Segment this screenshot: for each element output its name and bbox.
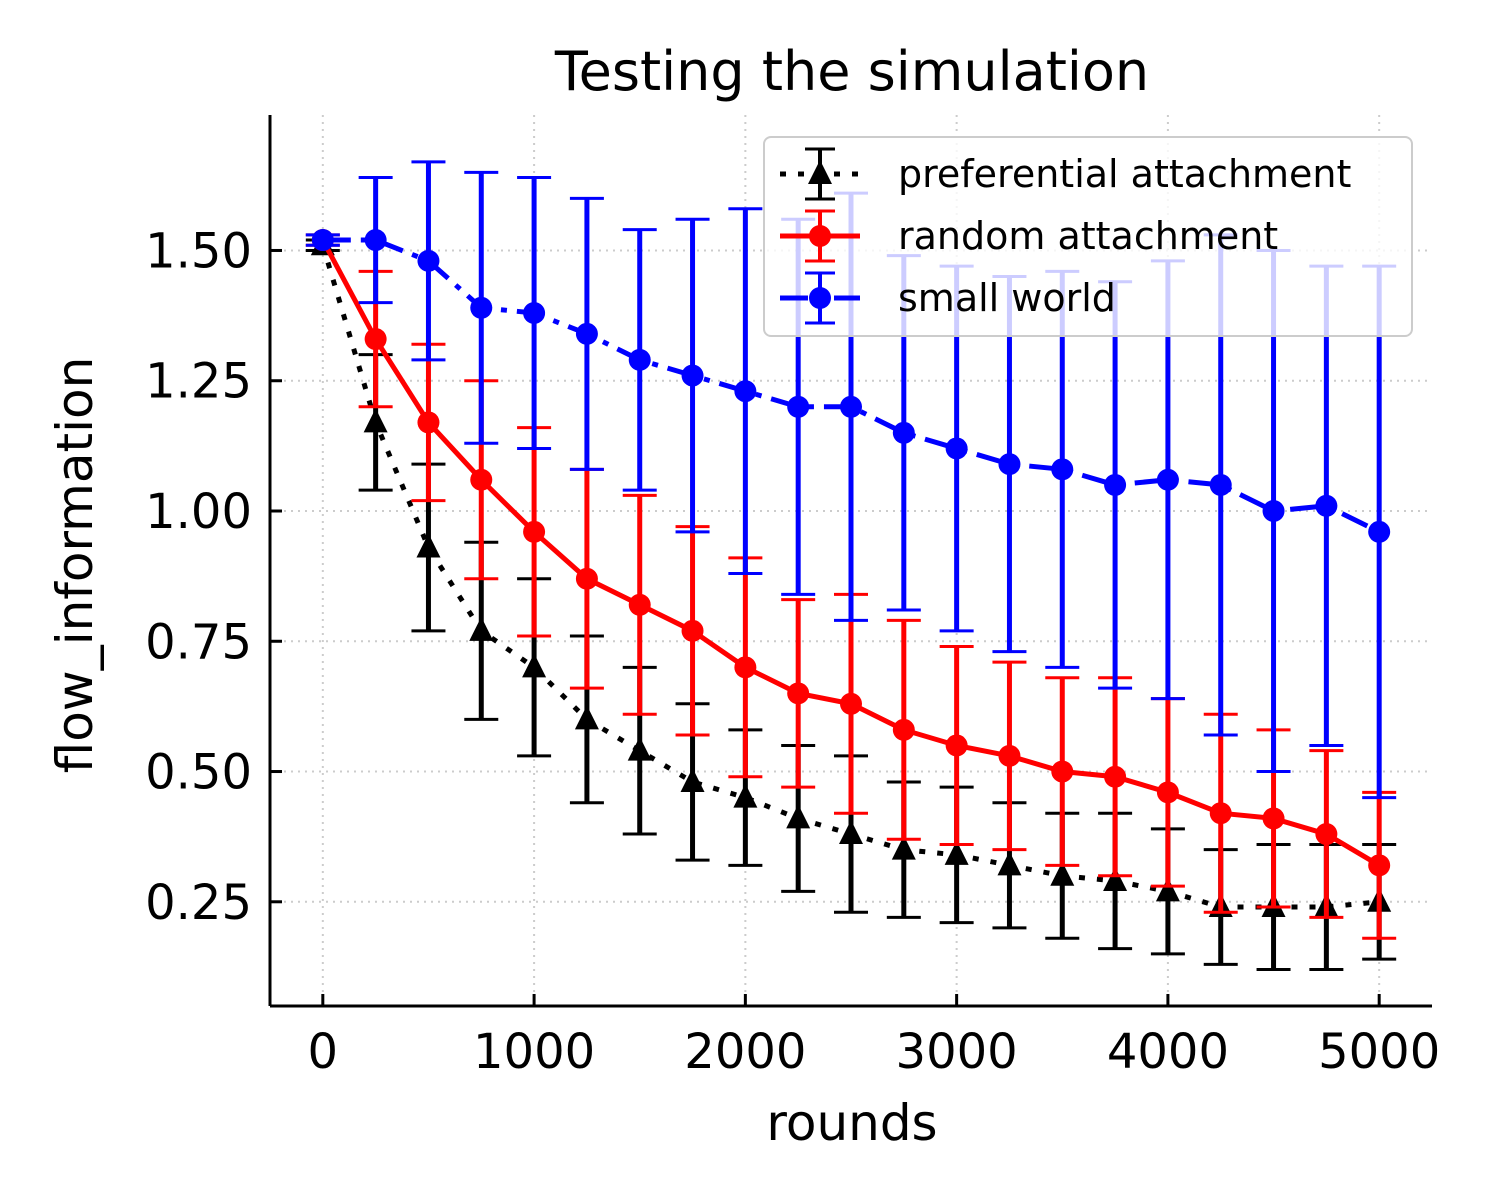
- series-layer: [305, 160, 1397, 972]
- data-point: [1315, 494, 1338, 517]
- data-point: [628, 593, 651, 616]
- data-point: [523, 520, 546, 543]
- data-point: [840, 395, 862, 418]
- data-point: [1156, 468, 1179, 491]
- data-point: [945, 734, 968, 757]
- data-point: [523, 302, 546, 324]
- data-point: [787, 395, 810, 418]
- data-point: [628, 348, 651, 371]
- data-point: [364, 229, 387, 252]
- data-point: [680, 767, 705, 792]
- y-tick-label: 1.00: [145, 484, 252, 540]
- chart-title: Testing the simulation: [554, 40, 1149, 103]
- data-point: [840, 692, 862, 715]
- data-point: [1050, 861, 1075, 886]
- data-point: [1104, 473, 1127, 496]
- legend-label: preferential attachment: [898, 152, 1351, 196]
- y-tick-label: 0.25: [145, 875, 252, 931]
- data-point: [469, 616, 494, 641]
- data-point: [944, 840, 969, 865]
- data-point: [733, 783, 758, 808]
- data-point: [734, 380, 757, 403]
- legend-handle: [780, 209, 860, 263]
- data-point: [786, 804, 811, 829]
- data-point: [1262, 807, 1285, 830]
- data-point: [891, 835, 916, 860]
- data-point: [681, 364, 704, 387]
- data-point: [998, 744, 1021, 767]
- y-tick-label: 0.50: [145, 745, 252, 801]
- data-point: [1368, 520, 1391, 543]
- data-point: [998, 453, 1021, 476]
- data-point: [1209, 802, 1232, 825]
- data-point: [522, 653, 547, 678]
- data-point: [892, 421, 915, 444]
- y-tick-label: 0.75: [145, 614, 252, 670]
- data-point: [1051, 760, 1074, 783]
- x-axis-title: rounds: [766, 1094, 937, 1152]
- data-point: [1104, 765, 1127, 788]
- data-point: [417, 411, 440, 434]
- legend-frame: [763, 136, 1413, 337]
- x-tick-label: 1000: [473, 1024, 595, 1080]
- data-point: [892, 718, 915, 741]
- data-point: [627, 736, 652, 761]
- data-point: [808, 160, 832, 184]
- y-tick-label: 1.50: [145, 223, 252, 279]
- data-point: [1368, 854, 1391, 877]
- legend-label: small world: [898, 276, 1116, 320]
- data-point: [416, 533, 441, 558]
- data-point: [363, 408, 388, 433]
- data-point: [681, 619, 704, 642]
- data-point: [574, 705, 599, 730]
- data-point: [1262, 500, 1285, 522]
- data-point: [1209, 473, 1232, 496]
- data-point: [1156, 781, 1179, 804]
- legend: preferential attachment random attachment…: [763, 136, 1413, 337]
- legend-handle: [780, 147, 860, 201]
- data-point: [809, 287, 831, 309]
- data-point: [364, 328, 387, 351]
- legend-label: random attachment: [898, 214, 1278, 258]
- y-tick-label: 1.25: [145, 354, 252, 410]
- series-1: [305, 229, 1397, 940]
- data-point: [417, 249, 440, 272]
- data-point: [470, 296, 493, 319]
- data-point: [997, 851, 1022, 876]
- data-point: [1155, 877, 1180, 902]
- data-point: [470, 468, 493, 491]
- data-point: [1315, 823, 1338, 846]
- y-axis-title: flow_information: [46, 357, 104, 774]
- x-tick-label: 5000: [1318, 1024, 1440, 1080]
- x-tick-label: 0: [308, 1024, 339, 1080]
- x-tick-label: 2000: [684, 1024, 806, 1080]
- data-point: [839, 820, 863, 845]
- legend-handle: [780, 271, 860, 325]
- data-point: [787, 682, 810, 705]
- data-point: [945, 437, 968, 460]
- data-point: [1051, 458, 1074, 481]
- data-point: [1103, 866, 1128, 891]
- data-point: [311, 229, 334, 252]
- data-point: [734, 656, 757, 679]
- data-point: [809, 225, 831, 247]
- ticks: 0 1000 2000 3000 4000 5000 0.25 0.50 0.75 1.00 1.2…: [145, 223, 1440, 1080]
- data-point: [575, 322, 598, 345]
- data-point: [575, 567, 598, 590]
- x-tick-label: 3000: [896, 1024, 1018, 1080]
- axes: [268, 115, 1432, 1008]
- x-tick-label: 4000: [1107, 1024, 1229, 1080]
